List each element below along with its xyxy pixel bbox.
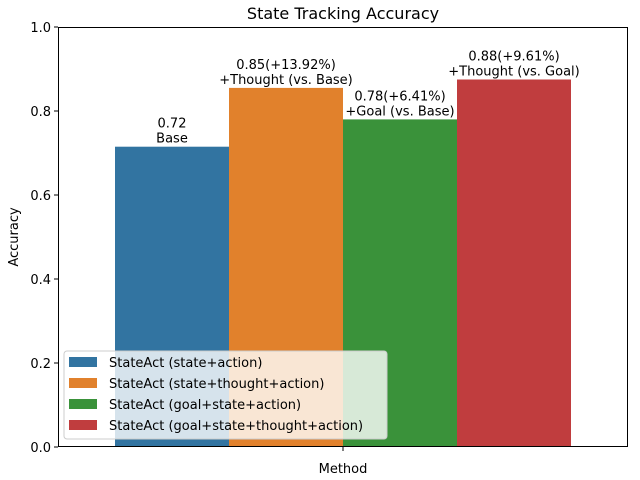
- bar-value-label: 0.72: [158, 117, 187, 132]
- legend-swatch: [69, 378, 97, 388]
- x-axis-label: Method: [319, 462, 368, 477]
- y-tick-label: 0.0: [30, 441, 51, 456]
- bar-value-label: 0.88(+9.61%): [468, 50, 559, 65]
- legend-label: StateAct (goal+state+thought+action): [109, 419, 363, 434]
- legend-swatch: [69, 357, 97, 367]
- bar-annotation-label: Base: [156, 132, 188, 147]
- y-axis-label: Accuracy: [7, 207, 22, 267]
- bar-value-label: 0.78(+6.41%): [354, 89, 445, 104]
- chart-title: State Tracking Accuracy: [247, 4, 439, 23]
- legend-label: StateAct (goal+state+action): [109, 398, 301, 413]
- bar-value-label: 0.85(+13.92%): [236, 58, 336, 73]
- y-axis: 0.0 0.2 0.4 0.6 0.8 1.0: [30, 21, 58, 456]
- legend: StateAct (state+action) StateAct (state+t…: [63, 350, 388, 440]
- legend-box: [63, 350, 388, 440]
- y-tick-label: 0.8: [30, 105, 51, 120]
- bar: [457, 79, 571, 447]
- legend-label: StateAct (state+action): [109, 356, 262, 371]
- legend-swatch: [69, 399, 97, 409]
- bar-annotation-label: +Thought (vs. Goal): [448, 65, 579, 80]
- y-tick-label: 0.4: [30, 273, 51, 288]
- legend-swatch: [69, 420, 97, 430]
- plot-frame: [58, 27, 628, 447]
- bar-annotation-label: +Thought (vs. Base): [219, 73, 353, 88]
- y-tick-label: 0.6: [30, 189, 51, 204]
- legend-label: StateAct (state+thought+action): [109, 377, 324, 392]
- y-tick-label: 0.2: [30, 357, 51, 372]
- bars-group: [115, 79, 571, 448]
- bar-annotation-label: +Goal (vs. Base): [345, 104, 454, 119]
- y-tick-label: 1.0: [30, 21, 51, 36]
